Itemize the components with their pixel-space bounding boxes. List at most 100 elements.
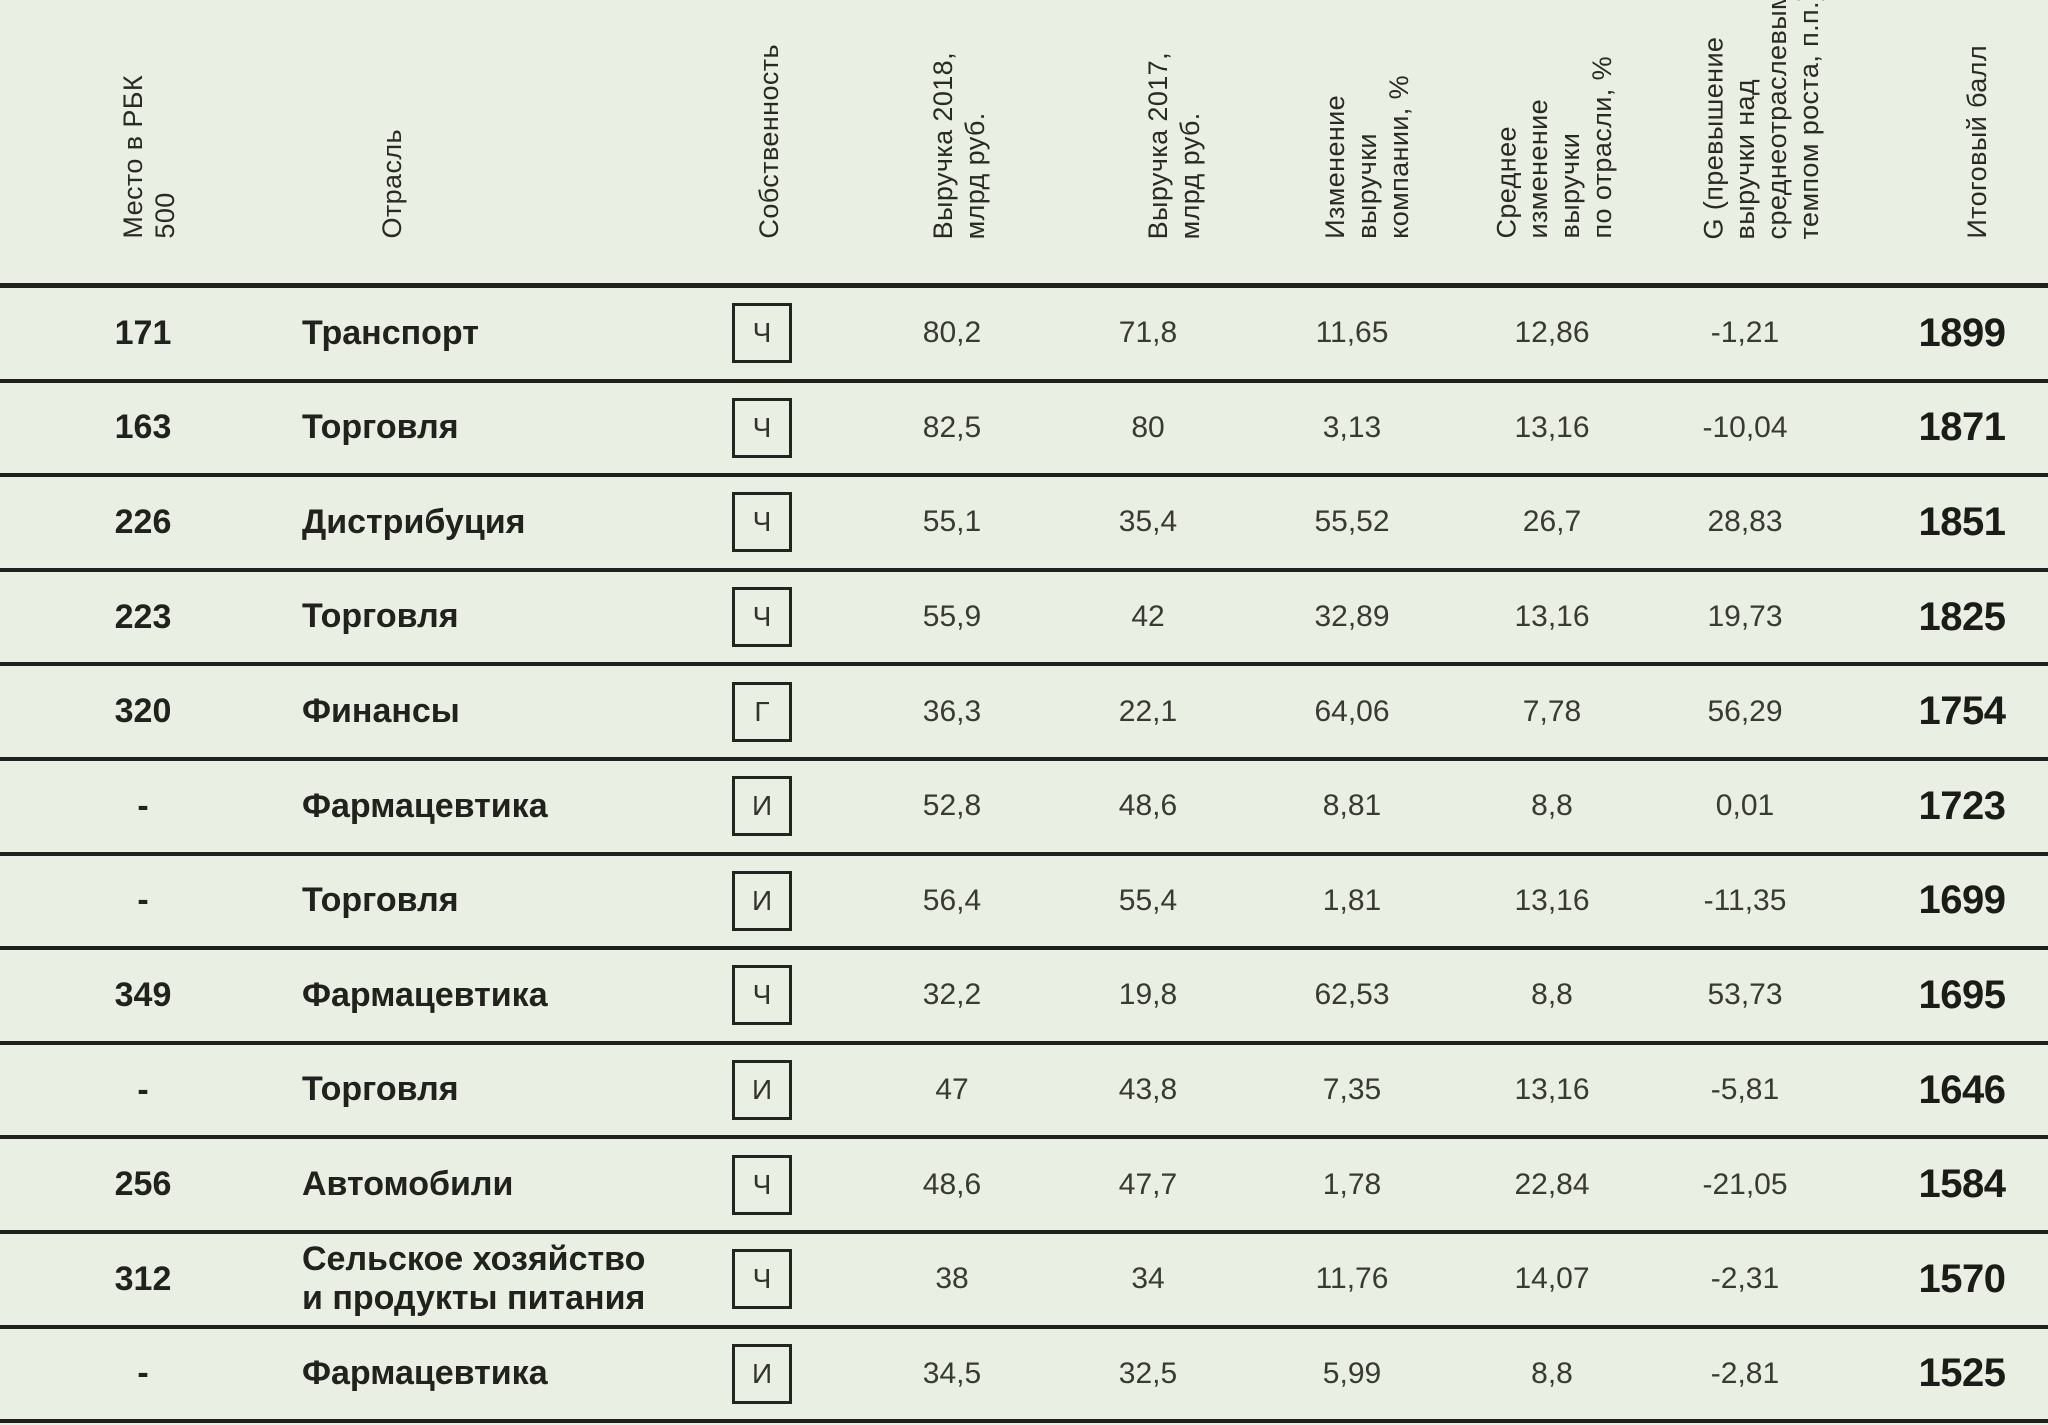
table-row: - Торговля И 56,4 55,4 1,81 13,16 -11,35… [0, 856, 2048, 951]
revenue-change-cell: 8,81 [1322, 789, 1382, 823]
industry-avg-change-cell: 22,84 [1514, 1167, 1590, 1201]
revenue-2017-cell: 42 [1131, 600, 1165, 634]
rank-cell: 226 [114, 502, 172, 541]
score-cell: 1646 [1918, 1067, 2006, 1112]
g-cell: -1,21 [1710, 316, 1780, 350]
table-row: 349 Фармацевтика Ч 32,2 19,8 62,53 8,8 5… [0, 950, 2048, 1045]
revenue-change-cell: 1,78 [1322, 1167, 1382, 1201]
industry-avg-change-cell: 8,8 [1531, 978, 1573, 1012]
revenue-2018-cell: 55,1 [922, 505, 982, 539]
revenue-change-cell: 7,35 [1322, 1073, 1382, 1107]
ownership-cell: Ч [702, 397, 822, 458]
score-cell: 1723 [1918, 783, 2006, 828]
g-cell: 19,73 [1707, 600, 1783, 634]
rank-cell: 349 [114, 975, 172, 1014]
ownership-badge: Ч [732, 492, 792, 553]
ownership-cell: И [702, 1343, 822, 1404]
revenue-2018-cell: 80,2 [922, 316, 982, 350]
revenue-2017-cell: 71,8 [1118, 316, 1178, 350]
score-cell: 1899 [1918, 310, 2006, 355]
revenue-2018-cell: 32,2 [922, 978, 982, 1012]
ownership-badge: Ч [732, 965, 792, 1026]
industry-cell: Фармацевтика [302, 975, 548, 1014]
revenue-2017-cell: 55,4 [1118, 883, 1178, 917]
ownership-badge: Ч [732, 397, 792, 458]
ownership-badge: И [732, 776, 792, 837]
industry-cell: Фармацевтика [302, 1354, 548, 1393]
table-row: - Торговля И 47 43,8 7,35 13,16 -5,81 16… [0, 1045, 2048, 1140]
table-header-row: Место в РБК 500 Отрасль Собственность Вы… [0, 0, 2048, 288]
g-cell: -5,81 [1710, 1073, 1780, 1107]
rank-cell: 256 [114, 1165, 172, 1204]
industry-avg-change-cell: 13,16 [1514, 883, 1590, 917]
revenue-change-cell: 62,53 [1314, 978, 1390, 1012]
column-header-ownership: Собственность [754, 44, 785, 239]
ownership-cell: Ч [702, 1249, 822, 1310]
column-header-score: Итоговый балл [1962, 45, 1993, 239]
g-cell: -21,05 [1702, 1167, 1788, 1201]
revenue-2017-cell: 32,5 [1118, 1356, 1178, 1390]
table-row: 171 Транспорт Ч 80,2 71,8 11,65 12,86 -1… [0, 288, 2048, 383]
ownership-cell: Ч [702, 965, 822, 1026]
g-cell: 0,01 [1715, 789, 1775, 823]
ownership-badge: Ч [732, 587, 792, 648]
ownership-cell: И [702, 870, 822, 931]
revenue-change-cell: 3,13 [1322, 410, 1382, 444]
rank-cell: 171 [114, 313, 172, 352]
column-header-industry: Отрасль [377, 129, 408, 239]
industry-cell: Торговля [302, 881, 459, 920]
column-header-revenue-2017: Выручка 2017, млрд руб. [1143, 51, 1205, 239]
g-cell: 56,29 [1707, 694, 1783, 728]
revenue-2018-cell: 52,8 [922, 789, 982, 823]
revenue-2017-cell: 19,8 [1118, 978, 1178, 1012]
revenue-2017-cell: 48,6 [1118, 789, 1178, 823]
revenue-change-cell: 55,52 [1314, 505, 1390, 539]
revenue-2017-cell: 34 [1131, 1262, 1165, 1296]
score-cell: 1695 [1918, 972, 2006, 1017]
rank-cell: - [137, 1070, 149, 1109]
ownership-cell: Ч [702, 492, 822, 553]
column-header-change: Изменение выручки компании, % [1320, 75, 1414, 239]
industry-avg-change-cell: 13,16 [1514, 410, 1590, 444]
industry-cell: Финансы [302, 691, 460, 730]
revenue-change-cell: 32,89 [1314, 600, 1390, 634]
revenue-2018-cell: 34,5 [922, 1356, 982, 1390]
rank-cell: - [137, 881, 149, 920]
revenue-2017-cell: 22,1 [1118, 694, 1178, 728]
revenue-2017-cell: 80 [1131, 410, 1165, 444]
industry-cell: Торговля [302, 408, 459, 447]
table-row: - Фармацевтика И 34,5 32,5 5,99 8,8 -2,8… [0, 1329, 2048, 1424]
revenue-2018-cell: 48,6 [922, 1167, 982, 1201]
revenue-change-cell: 64,06 [1314, 694, 1390, 728]
ownership-cell: И [702, 776, 822, 837]
industry-avg-change-cell: 8,8 [1531, 1356, 1573, 1390]
ownership-badge: И [732, 1060, 792, 1121]
revenue-change-cell: 11,65 [1315, 316, 1389, 350]
table-row: 163 Торговля Ч 82,5 80 3,13 13,16 -10,04… [0, 383, 2048, 478]
g-cell: -10,04 [1702, 410, 1788, 444]
ownership-cell: И [702, 1060, 822, 1121]
table-row: 223 Торговля Ч 55,9 42 32,89 13,16 19,73… [0, 572, 2048, 667]
column-header-g: G (превышение выручки над среднеотраслев… [1698, 0, 1824, 239]
ownership-cell: Ч [702, 587, 822, 648]
industry-cell: Торговля [302, 597, 459, 636]
ownership-cell: Ч [702, 303, 822, 364]
table-row: 312 Сельское хозяйство и продукты питани… [0, 1234, 2048, 1329]
industry-avg-change-cell: 14,07 [1514, 1262, 1590, 1296]
g-cell: 28,83 [1707, 505, 1783, 539]
g-cell: 53,73 [1707, 978, 1783, 1012]
industry-avg-change-cell: 12,86 [1514, 316, 1590, 350]
score-cell: 1754 [1918, 689, 2006, 734]
industry-cell: Сельское хозяйство и продукты питания [302, 1239, 646, 1318]
ownership-badge: Г [732, 681, 792, 742]
score-cell: 1871 [1918, 405, 2006, 450]
score-cell: 1851 [1918, 499, 2006, 544]
ownership-cell: Ч [702, 1154, 822, 1215]
industry-cell: Дистрибуция [302, 502, 526, 541]
table-row: - Фармацевтика И 52,8 48,6 8,81 8,8 0,01… [0, 761, 2048, 856]
table-row: 320 Финансы Г 36,3 22,1 64,06 7,78 56,29… [0, 666, 2048, 761]
revenue-2017-cell: 43,8 [1118, 1073, 1178, 1107]
revenue-2018-cell: 47 [935, 1073, 969, 1107]
score-cell: 1525 [1918, 1351, 2006, 1396]
